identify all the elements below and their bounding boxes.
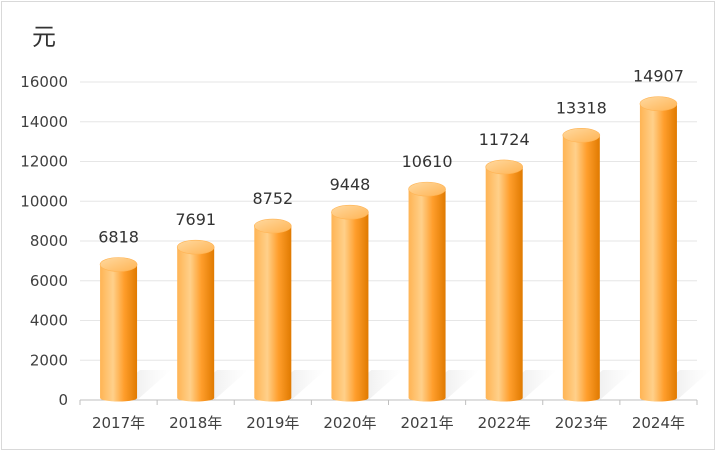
x-category-label: 2024年 bbox=[632, 414, 685, 432]
bar-top bbox=[639, 96, 678, 112]
y-tick-label: 12000 bbox=[20, 153, 68, 171]
y-tick-label: 2000 bbox=[30, 351, 68, 369]
bar-top bbox=[331, 204, 369, 220]
x-category-label: 2023年 bbox=[555, 414, 608, 432]
data-labels: 6818 7691 8752 9448 10610 11724 13318 14907 bbox=[98, 67, 684, 247]
bar-body bbox=[177, 247, 215, 402]
grid-lines bbox=[79, 81, 698, 405]
data-label: 10610 bbox=[402, 152, 453, 171]
data-label: 6818 bbox=[98, 227, 139, 246]
bar bbox=[408, 181, 446, 402]
bar bbox=[99, 257, 138, 402]
data-label: 7691 bbox=[175, 210, 216, 229]
y-tick-label: 16000 bbox=[20, 73, 68, 91]
bar-top bbox=[254, 218, 292, 234]
bar-body bbox=[254, 226, 292, 402]
x-axis-categories: 2017年 2018年 2019年 2020年 2021年 2022年 2023年 2024年 bbox=[92, 414, 685, 432]
y-tick-label: 14000 bbox=[20, 113, 68, 131]
bar-top bbox=[176, 239, 215, 255]
data-label: 11724 bbox=[479, 130, 530, 149]
bar bbox=[331, 204, 369, 402]
bar-top bbox=[99, 257, 138, 272]
bar bbox=[254, 218, 292, 402]
bar-body bbox=[408, 189, 446, 402]
bar bbox=[176, 239, 215, 402]
y-tick-label: 10000 bbox=[20, 192, 68, 210]
data-label: 13318 bbox=[556, 98, 607, 117]
y-tick-label: 4000 bbox=[30, 312, 68, 330]
data-label: 9448 bbox=[330, 175, 371, 194]
bar bbox=[639, 96, 678, 402]
data-label: 14907 bbox=[633, 67, 684, 86]
bar-body bbox=[562, 135, 600, 402]
y-tick-label: 8000 bbox=[30, 232, 68, 250]
x-category-label: 2019年 bbox=[246, 414, 299, 432]
bar-body bbox=[100, 264, 138, 402]
y-tick-label: 0 bbox=[58, 391, 68, 409]
bars bbox=[99, 96, 678, 402]
bar bbox=[562, 128, 601, 402]
bar-top bbox=[562, 128, 601, 143]
y-axis-ticks: 0 2000 4000 6000 8000 10000 12000 14000 16000 bbox=[20, 73, 68, 409]
data-label: 8752 bbox=[252, 189, 293, 208]
x-category-label: 2020年 bbox=[323, 414, 376, 432]
bar-body bbox=[639, 103, 677, 402]
bar-top bbox=[485, 159, 523, 175]
x-category-label: 2021年 bbox=[400, 414, 453, 432]
x-category-label: 2017年 bbox=[92, 414, 145, 432]
bar-body bbox=[485, 166, 523, 402]
bar bbox=[485, 159, 523, 402]
x-category-label: 2018年 bbox=[169, 414, 222, 432]
y-tick-label: 6000 bbox=[30, 272, 68, 290]
y-axis-unit-label: 元 bbox=[32, 23, 56, 51]
bar-body bbox=[331, 212, 369, 402]
x-category-label: 2022年 bbox=[478, 414, 531, 432]
bar-top bbox=[408, 181, 446, 197]
